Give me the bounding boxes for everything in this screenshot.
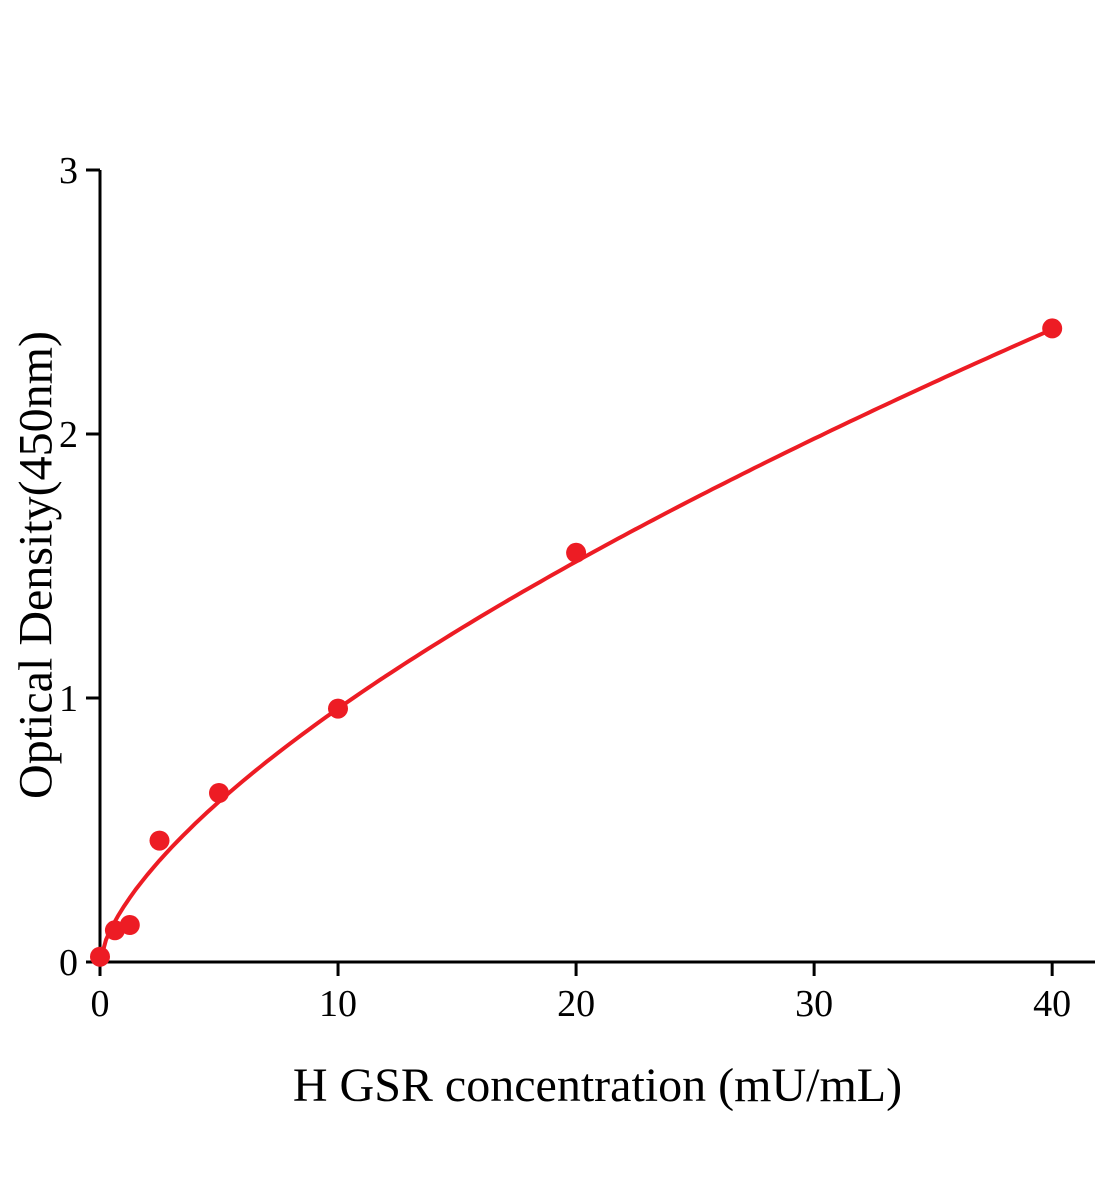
- y-tick-label: 1: [59, 678, 78, 720]
- x-axis-title: H GSR concentration (mU/mL): [292, 1059, 903, 1112]
- y-tick-label: 0: [59, 942, 78, 984]
- x-tick-label: 10: [319, 983, 357, 1025]
- y-tick-label: 2: [59, 414, 78, 456]
- data-point: [209, 783, 229, 803]
- x-tick-label: 0: [91, 983, 110, 1025]
- data-point: [1042, 318, 1063, 339]
- data-point: [149, 830, 170, 851]
- data-point: [328, 698, 348, 719]
- y-tick-label: 3: [59, 150, 78, 192]
- x-tick-label: 30: [795, 983, 833, 1025]
- data-point: [119, 915, 140, 935]
- x-tick-label: 20: [557, 983, 595, 1025]
- data-point: [90, 946, 110, 967]
- x-tick-label: 40: [1033, 983, 1071, 1025]
- data-point: [566, 542, 587, 563]
- y-axis-title: Optical Density(450nm): [9, 331, 63, 799]
- axis-lines: [98, 170, 1095, 964]
- fit-curve: [98, 327, 1055, 964]
